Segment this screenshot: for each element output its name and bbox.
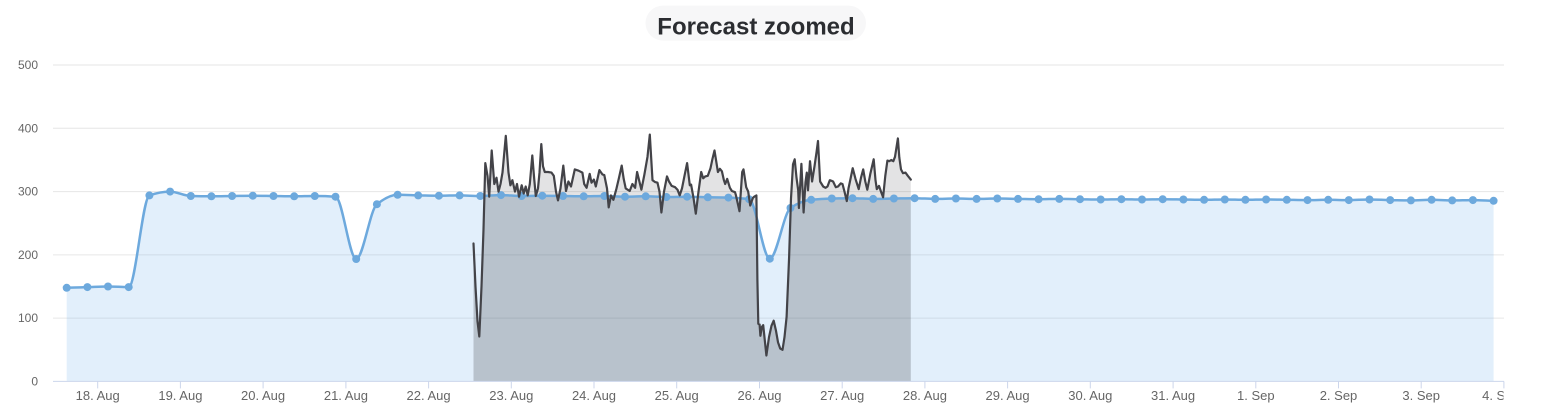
svg-text:31. Aug: 31. Aug: [1151, 388, 1195, 403]
svg-text:200: 200: [18, 248, 38, 262]
svg-text:18. Aug: 18. Aug: [76, 388, 120, 403]
svg-text:27. Aug: 27. Aug: [820, 388, 864, 403]
svg-text:Forecast zoomed: Forecast zoomed: [657, 14, 854, 41]
svg-text:24. Aug: 24. Aug: [572, 388, 616, 403]
svg-text:0: 0: [31, 374, 38, 388]
svg-text:23. Aug: 23. Aug: [489, 388, 533, 403]
svg-text:29. Aug: 29. Aug: [986, 388, 1030, 403]
svg-text:26. Aug: 26. Aug: [737, 388, 781, 403]
svg-text:400: 400: [18, 121, 38, 135]
svg-text:4. Sep: 4. Sep: [1482, 388, 1520, 403]
svg-text:100: 100: [18, 311, 38, 325]
svg-text:2. Sep: 2. Sep: [1320, 388, 1358, 403]
svg-text:19. Aug: 19. Aug: [158, 388, 202, 403]
svg-text:25. Aug: 25. Aug: [655, 388, 699, 403]
svg-text:22. Aug: 22. Aug: [407, 388, 451, 403]
svg-text:28. Aug: 28. Aug: [903, 388, 947, 403]
svg-text:21. Aug: 21. Aug: [324, 388, 368, 403]
svg-text:20. Aug: 20. Aug: [241, 388, 285, 403]
svg-text:3. Sep: 3. Sep: [1402, 388, 1440, 403]
svg-text:500: 500: [18, 58, 38, 72]
svg-text:300: 300: [18, 185, 38, 199]
svg-text:1. Sep: 1. Sep: [1237, 388, 1275, 403]
svg-text:30. Aug: 30. Aug: [1068, 388, 1112, 403]
